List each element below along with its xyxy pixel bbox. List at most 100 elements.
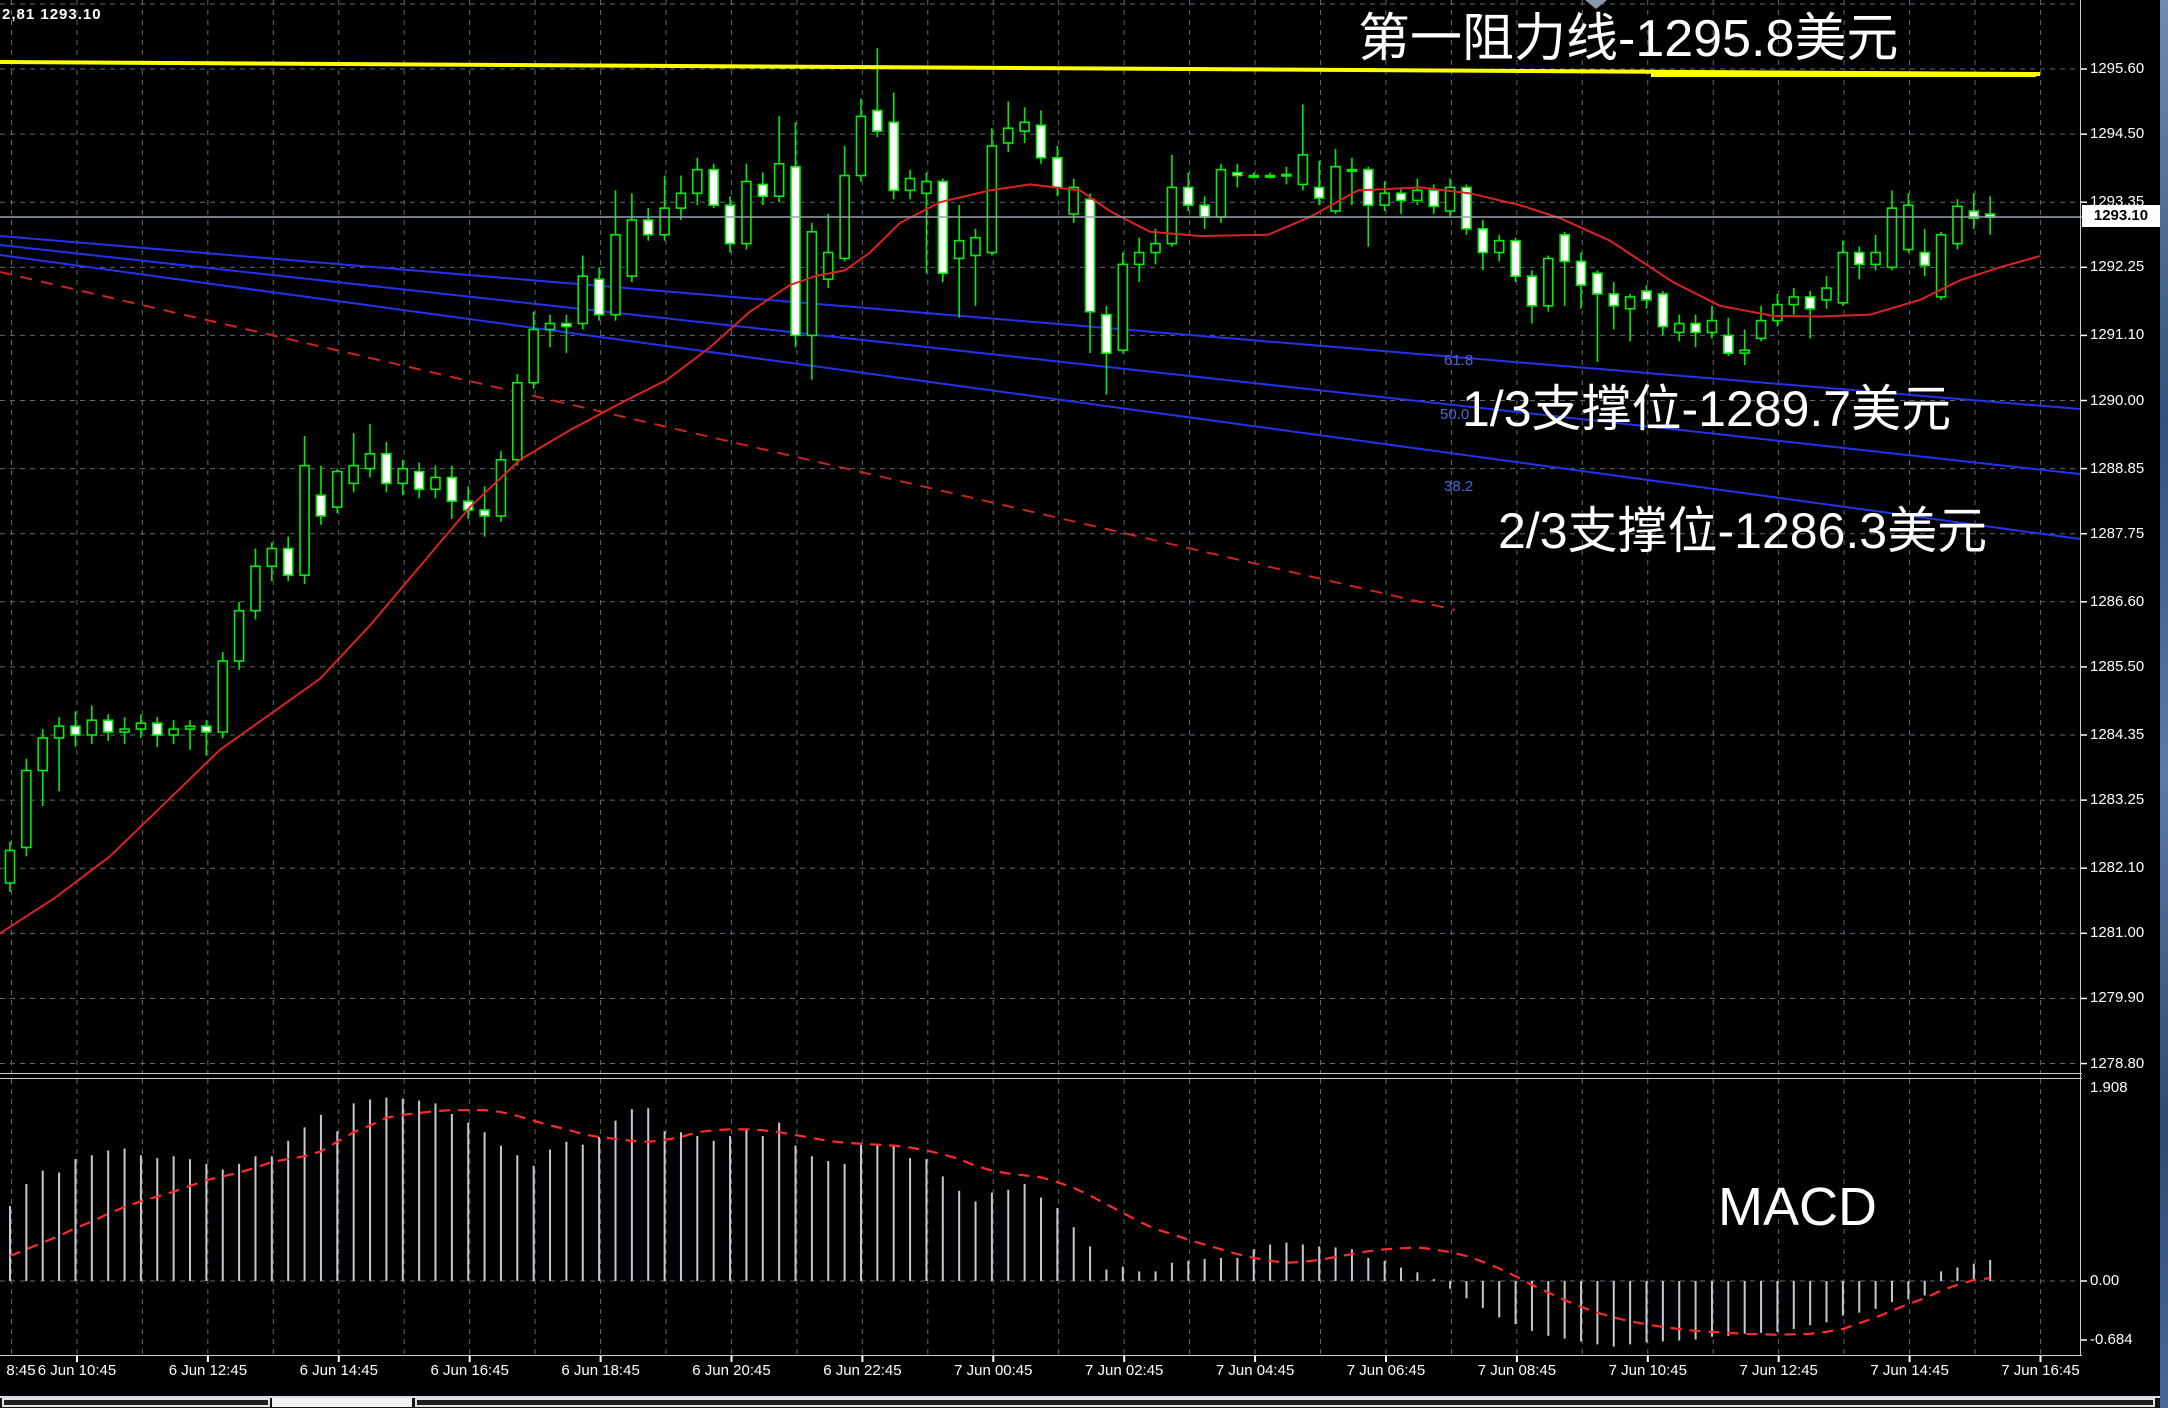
candle xyxy=(855,115,867,177)
candle xyxy=(250,565,261,612)
candle xyxy=(70,725,81,736)
candle xyxy=(1428,189,1440,208)
candle xyxy=(1182,186,1194,206)
candle xyxy=(610,233,621,316)
candle xyxy=(790,165,801,337)
candle xyxy=(1559,233,1570,263)
time-axis-label: 7 Jun 08:45 xyxy=(1477,1362,1557,1379)
candle xyxy=(561,322,572,328)
ma-line xyxy=(0,183,2041,935)
candle xyxy=(757,183,769,198)
candle xyxy=(806,231,818,337)
candle xyxy=(201,725,212,733)
bottom-panel-1[interactable] xyxy=(2,1398,270,1407)
candle xyxy=(1543,257,1554,307)
candle xyxy=(331,470,343,508)
fib-line-38.2 xyxy=(0,254,2081,540)
candle xyxy=(430,476,441,491)
candle xyxy=(1150,242,1161,254)
candle xyxy=(102,719,114,733)
time-axis-label: 7 Jun 04:45 xyxy=(1215,1362,1295,1379)
candle xyxy=(1690,322,1701,334)
panel-separator-bottom[interactable] xyxy=(0,1078,2082,1079)
candle xyxy=(1903,204,1914,251)
time-axis-label: 6 Jun 22:45 xyxy=(823,1362,902,1379)
candle xyxy=(577,275,589,325)
time-axis-label: 7 Jun 14:45 xyxy=(1870,1362,1949,1379)
candle xyxy=(1723,334,1734,354)
candle xyxy=(953,239,965,260)
candle xyxy=(1886,207,1898,269)
candle xyxy=(53,725,65,739)
candle xyxy=(937,180,949,275)
price-axis-label: 1286.60 xyxy=(2090,592,2145,610)
chart-shift-marker-icon[interactable] xyxy=(1585,0,1607,9)
candle xyxy=(872,109,883,132)
candle xyxy=(1297,154,1309,186)
panel-separator-top[interactable] xyxy=(0,1073,2082,1074)
candle xyxy=(1313,186,1325,199)
candle xyxy=(446,476,458,502)
candle xyxy=(4,849,16,884)
candle xyxy=(479,509,490,517)
candle xyxy=(1362,168,1374,206)
candle xyxy=(413,470,425,491)
candle xyxy=(1804,296,1816,310)
candle xyxy=(1641,290,1652,301)
fib-label-618: 61.8 xyxy=(1444,352,1474,369)
time-axis-label: 6 Jun 18:45 xyxy=(561,1362,640,1379)
quote-info-bar: 2,81 1293.10 xyxy=(2,6,102,23)
macd-axis-label: 1.908 xyxy=(2090,1079,2128,1096)
candle xyxy=(1477,228,1489,254)
candle xyxy=(1575,260,1587,286)
candle xyxy=(904,177,916,192)
candle xyxy=(1002,127,1014,144)
candle xyxy=(1232,171,1243,177)
candle xyxy=(1068,186,1080,215)
price-axis-label: 1284.35 xyxy=(2090,726,2145,743)
candle xyxy=(1673,322,1685,334)
time-axis-label: 7 Jun 12:45 xyxy=(1739,1362,1818,1379)
candle xyxy=(708,168,719,206)
time-axis-label: 6 Jun 20:45 xyxy=(692,1362,771,1379)
candle xyxy=(168,728,179,736)
candle xyxy=(642,219,654,236)
candle xyxy=(1935,233,1947,298)
candle xyxy=(364,452,376,470)
macd-axis-label: -0.684 xyxy=(2090,1331,2133,1348)
candle xyxy=(1510,239,1521,277)
fib-label-500: 50.0 xyxy=(1440,406,1470,423)
price-axis-label: 1282.10 xyxy=(2090,859,2145,877)
candle xyxy=(512,381,523,461)
candle xyxy=(1395,192,1407,202)
resistance-underline xyxy=(1651,72,2036,77)
candle xyxy=(1493,239,1505,254)
bottom-panel-2[interactable] xyxy=(272,1398,412,1407)
candle xyxy=(119,728,130,733)
candle xyxy=(1133,251,1145,266)
fib-label-382: 38.2 xyxy=(1444,478,1474,495)
candle xyxy=(1199,204,1210,218)
price-axis-label: 1294.50 xyxy=(2090,125,2145,143)
price-axis-label: 1278.80 xyxy=(2090,1054,2145,1072)
time-axis-label: 6 Jun 14:45 xyxy=(299,1362,378,1379)
candle xyxy=(1346,168,1358,173)
candle xyxy=(1657,293,1669,328)
bottom-panel-3[interactable] xyxy=(415,1398,2155,1407)
candle xyxy=(659,207,670,236)
candle xyxy=(626,219,638,278)
candle xyxy=(233,609,245,662)
candle xyxy=(86,719,98,736)
candle xyxy=(1968,210,1980,219)
candle xyxy=(888,121,900,192)
time-axis-label: 6 Jun 16:45 xyxy=(430,1362,509,1379)
candle xyxy=(1264,174,1276,178)
candle xyxy=(1739,349,1750,354)
price-axis-label: 1287.75 xyxy=(2090,524,2145,542)
trend-line-dashed xyxy=(0,271,1456,611)
candle xyxy=(21,769,32,849)
price-axis-label: 1288.85 xyxy=(2090,459,2145,477)
candle xyxy=(773,162,785,198)
